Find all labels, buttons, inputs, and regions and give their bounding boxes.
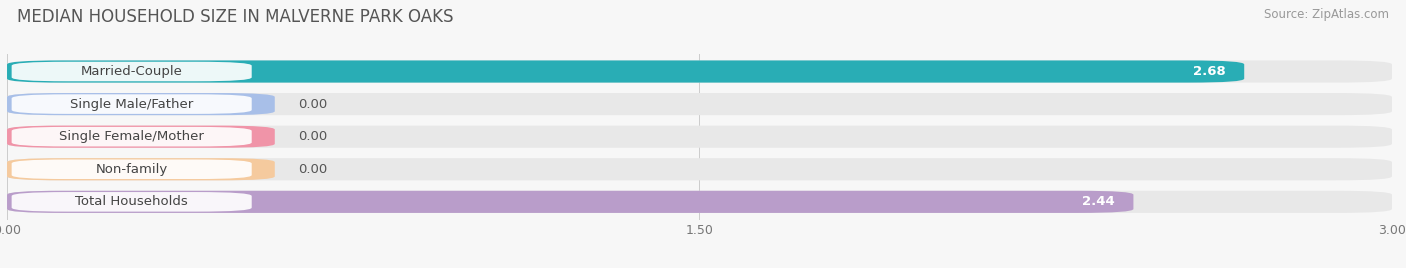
Text: Non-family: Non-family bbox=[96, 163, 167, 176]
FancyBboxPatch shape bbox=[11, 127, 252, 146]
FancyBboxPatch shape bbox=[7, 126, 1392, 148]
FancyBboxPatch shape bbox=[7, 158, 1392, 180]
FancyBboxPatch shape bbox=[7, 191, 1392, 213]
Text: 2.68: 2.68 bbox=[1194, 65, 1226, 78]
FancyBboxPatch shape bbox=[11, 192, 252, 212]
FancyBboxPatch shape bbox=[7, 158, 274, 180]
Text: Single Female/Mother: Single Female/Mother bbox=[59, 130, 204, 143]
Text: Single Male/Father: Single Male/Father bbox=[70, 98, 193, 111]
Text: Married-Couple: Married-Couple bbox=[80, 65, 183, 78]
FancyBboxPatch shape bbox=[7, 93, 274, 115]
FancyBboxPatch shape bbox=[11, 94, 252, 114]
Text: MEDIAN HOUSEHOLD SIZE IN MALVERNE PARK OAKS: MEDIAN HOUSEHOLD SIZE IN MALVERNE PARK O… bbox=[17, 8, 453, 26]
FancyBboxPatch shape bbox=[11, 159, 252, 179]
Text: 0.00: 0.00 bbox=[298, 130, 328, 143]
Text: 2.44: 2.44 bbox=[1083, 195, 1115, 208]
FancyBboxPatch shape bbox=[7, 191, 1133, 213]
FancyBboxPatch shape bbox=[7, 126, 274, 148]
FancyBboxPatch shape bbox=[11, 62, 252, 81]
FancyBboxPatch shape bbox=[7, 93, 1392, 115]
Text: 0.00: 0.00 bbox=[298, 98, 328, 111]
FancyBboxPatch shape bbox=[7, 61, 1244, 83]
Text: Source: ZipAtlas.com: Source: ZipAtlas.com bbox=[1264, 8, 1389, 21]
Text: Total Households: Total Households bbox=[76, 195, 188, 208]
FancyBboxPatch shape bbox=[7, 61, 1392, 83]
Text: 0.00: 0.00 bbox=[298, 163, 328, 176]
